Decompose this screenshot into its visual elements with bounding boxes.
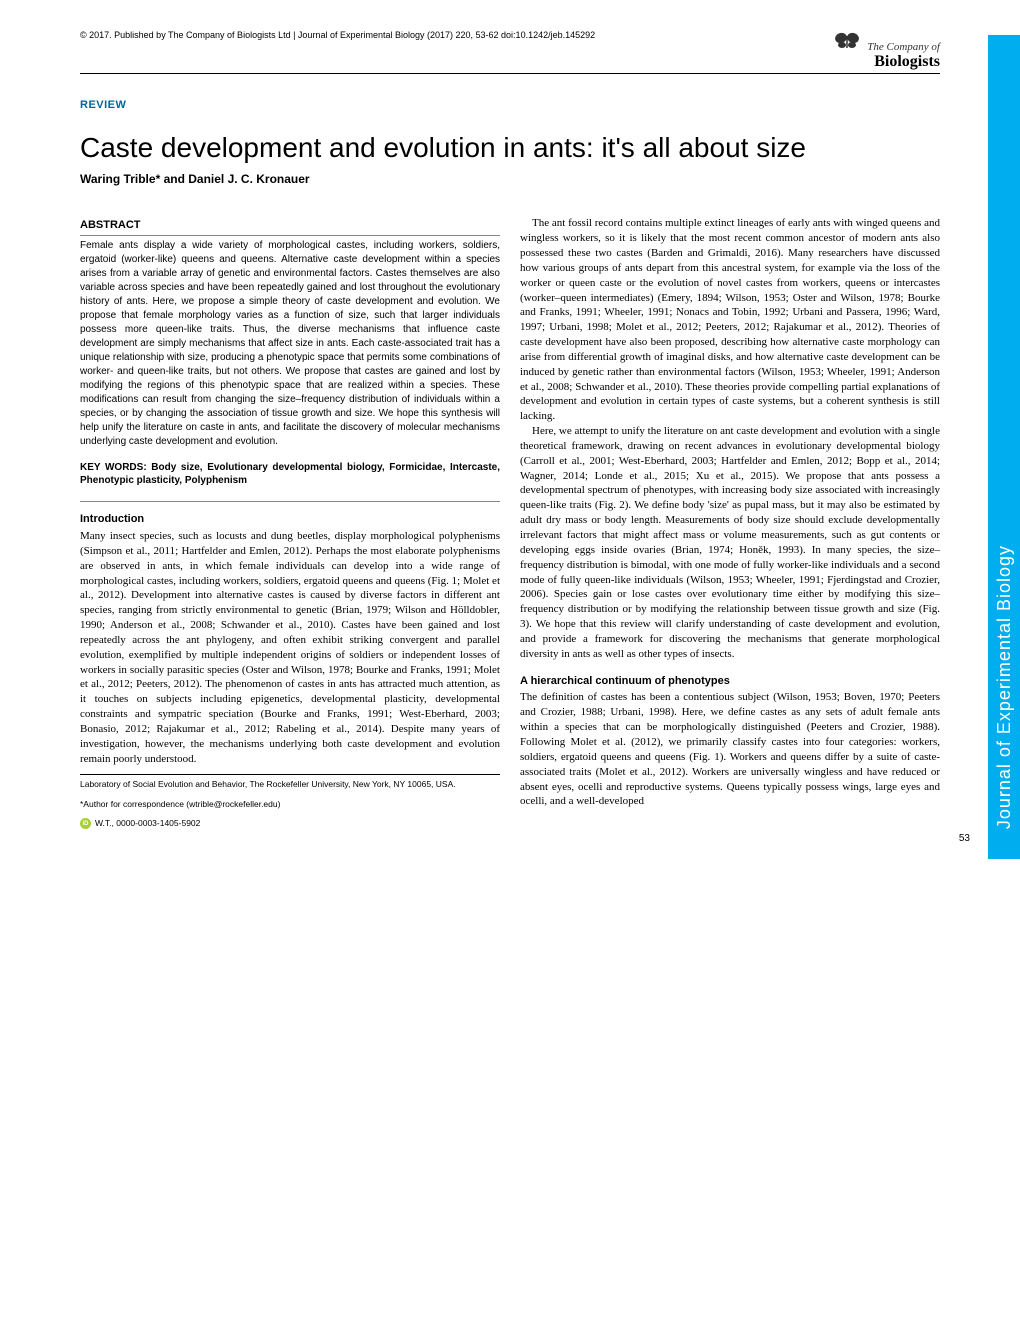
- publisher-logo: The Company of Biologists: [833, 30, 940, 71]
- content-columns: ABSTRACT Female ants display a wide vari…: [80, 216, 940, 829]
- review-label: REVIEW: [80, 99, 940, 111]
- orcid-icon: [80, 818, 91, 829]
- right-column: The ant fossil record contains multiple …: [520, 216, 940, 829]
- hierarchical-heading: A hierarchical continuum of phenotypes: [520, 674, 940, 689]
- header-bar: © 2017. Published by The Company of Biol…: [80, 30, 940, 74]
- logo-top-text: The Company of: [867, 41, 940, 53]
- logo-bottom-text: Biologists: [874, 53, 940, 70]
- introduction-heading: Introduction: [80, 512, 500, 527]
- hierarchical-p1: The definition of castes has been a cont…: [520, 690, 940, 809]
- keywords-label: KEY WORDS:: [80, 462, 151, 473]
- keywords: KEY WORDS: Body size, Evolutionary devel…: [80, 461, 500, 487]
- orcid-line: W.T., 0000-0003-1405-5902: [80, 818, 500, 829]
- affiliation: Laboratory of Social Evolution and Behav…: [80, 779, 500, 790]
- article-title: Caste development and evolution in ants:…: [80, 131, 940, 165]
- abstract-heading: ABSTRACT: [80, 218, 500, 233]
- authors: Waring Trible* and Daniel J. C. Kronauer: [80, 172, 940, 186]
- abstract-text: Female ants display a wide variety of mo…: [80, 239, 500, 449]
- orcid-text: W.T., 0000-0003-1405-5902: [95, 818, 200, 829]
- citation-text: © 2017. Published by The Company of Biol…: [80, 30, 595, 40]
- footer-divider: [80, 774, 500, 775]
- page-container: © 2017. Published by The Company of Biol…: [0, 0, 1020, 859]
- col2-p1: The ant fossil record contains multiple …: [520, 216, 940, 424]
- abstract-divider-top: [80, 235, 500, 236]
- left-column: ABSTRACT Female ants display a wide vari…: [80, 216, 500, 829]
- page-number: 53: [959, 833, 970, 844]
- col2-p2: Here, we attempt to unify the literature…: [520, 424, 940, 662]
- introduction-p1: Many insect species, such as locusts and…: [80, 529, 500, 767]
- correspondence: *Author for correspondence (wtrible@rock…: [80, 799, 500, 810]
- butterfly-icon: [833, 30, 861, 50]
- abstract-divider-bottom: [80, 501, 500, 502]
